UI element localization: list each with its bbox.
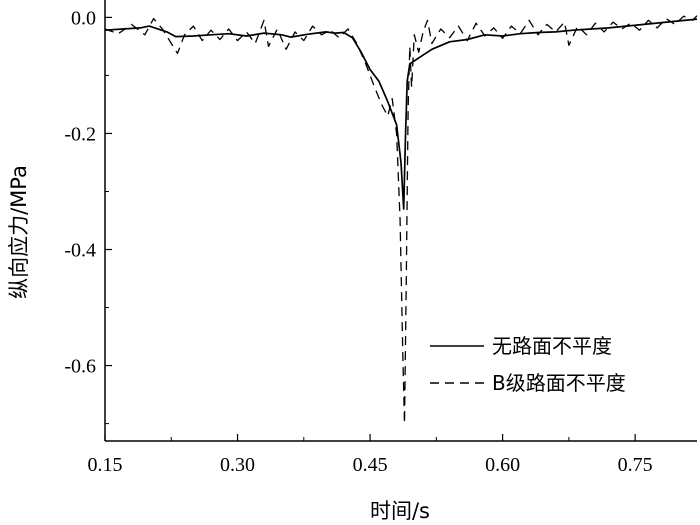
ticks: 0.15 0.30 0.45 0.60 0.75 0.0 -0.2 -0.4 -0.6 [64, 7, 652, 476]
x-tick-label: 0.15 [88, 454, 123, 476]
series-line-smooth-road [104, 18, 698, 210]
x-axis-label: 时间/s [370, 499, 430, 523]
x-tick-label: 0.30 [220, 454, 255, 476]
y-tick-label: 0.0 [71, 7, 96, 29]
y-tick-label: -0.6 [64, 356, 96, 378]
y-tick-label: -0.4 [64, 240, 96, 262]
x-tick-label: 0.45 [353, 454, 388, 476]
legend: 无路面不平度 B级路面不平度 [430, 334, 626, 395]
series-line-b-class-road [104, 15, 698, 425]
axes [104, 0, 697, 442]
x-tick-label: 0.60 [485, 454, 520, 476]
y-tick-label: -0.2 [64, 123, 96, 145]
legend-label-smooth-road: 无路面不平度 [492, 334, 612, 358]
y-axis-label: 纵向应力/MPa [7, 165, 31, 299]
legend-label-b-class-road: B级路面不平度 [492, 371, 626, 395]
x-tick-label: 0.75 [618, 454, 653, 476]
plot-area [104, 15, 698, 425]
